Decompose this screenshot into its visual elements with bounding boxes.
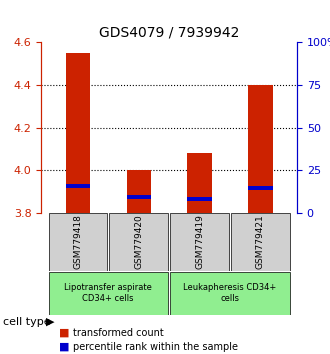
Bar xyxy=(187,153,212,213)
Bar xyxy=(126,170,151,213)
Bar xyxy=(126,195,151,199)
Bar xyxy=(187,197,212,201)
Text: GSM779419: GSM779419 xyxy=(195,215,204,269)
FancyBboxPatch shape xyxy=(170,272,290,315)
Title: GDS4079 / 7939942: GDS4079 / 7939942 xyxy=(99,26,239,40)
Bar xyxy=(248,186,273,190)
Text: GSM779421: GSM779421 xyxy=(256,215,265,269)
Text: ▶: ▶ xyxy=(46,317,55,327)
FancyBboxPatch shape xyxy=(170,213,229,271)
Text: ■: ■ xyxy=(59,328,70,338)
Text: Lipotransfer aspirate
CD34+ cells: Lipotransfer aspirate CD34+ cells xyxy=(64,284,152,303)
Bar xyxy=(66,53,90,213)
Text: transformed count: transformed count xyxy=(73,328,163,338)
Text: percentile rank within the sample: percentile rank within the sample xyxy=(73,342,238,352)
Text: cell type: cell type xyxy=(3,317,51,327)
FancyBboxPatch shape xyxy=(110,213,168,271)
Bar xyxy=(248,85,273,213)
Text: Leukapheresis CD34+
cells: Leukapheresis CD34+ cells xyxy=(183,284,277,303)
Bar xyxy=(66,184,90,188)
Text: GSM779420: GSM779420 xyxy=(134,215,143,269)
FancyBboxPatch shape xyxy=(49,213,107,271)
Text: GSM779418: GSM779418 xyxy=(73,215,82,269)
FancyBboxPatch shape xyxy=(231,213,290,271)
FancyBboxPatch shape xyxy=(49,272,168,315)
Text: ■: ■ xyxy=(59,342,70,352)
